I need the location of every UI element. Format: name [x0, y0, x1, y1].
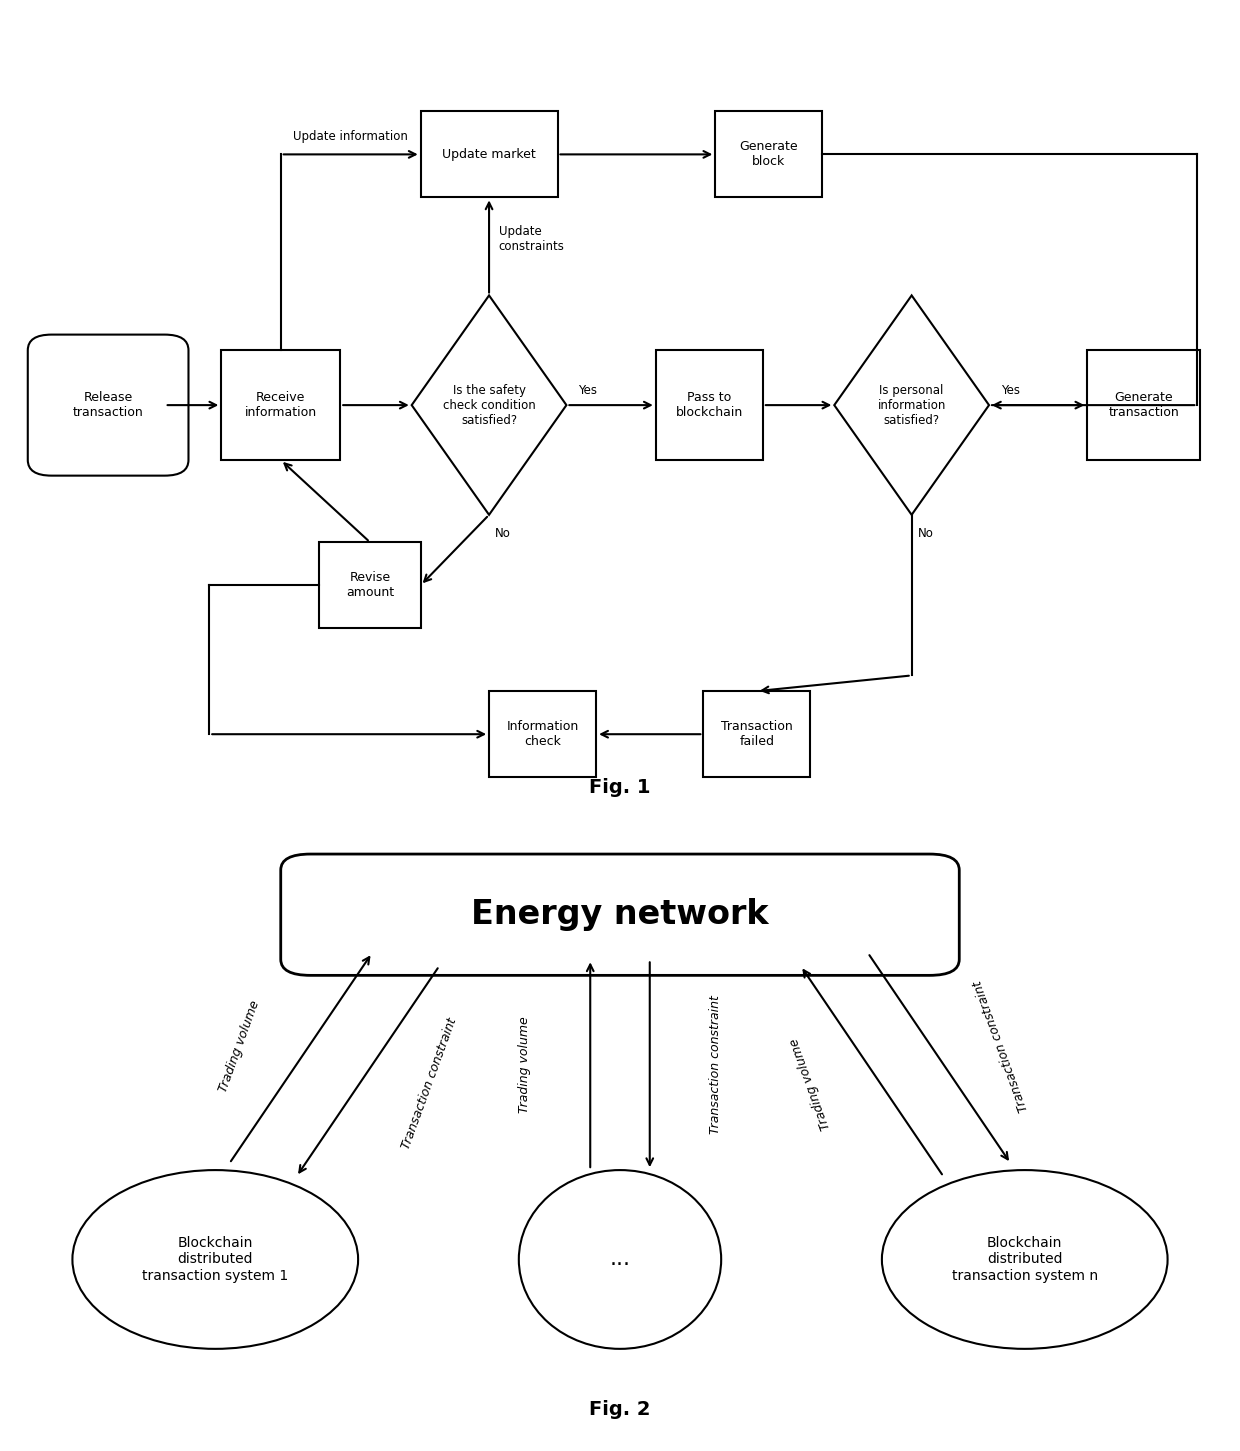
Text: Transaction constraint: Transaction constraint — [399, 1016, 459, 1151]
Text: Fig. 2: Fig. 2 — [589, 1400, 651, 1419]
Text: Energy network: Energy network — [471, 898, 769, 932]
Text: Release
transaction: Release transaction — [73, 392, 144, 419]
FancyBboxPatch shape — [320, 543, 420, 628]
Text: Yes: Yes — [1001, 385, 1021, 398]
Text: Trading volume: Trading volume — [217, 998, 262, 1094]
Ellipse shape — [72, 1170, 358, 1349]
Text: Is the safety
check condition
satisfied?: Is the safety check condition satisfied? — [443, 383, 536, 427]
Text: No: No — [495, 527, 511, 540]
Text: Generate
block: Generate block — [739, 141, 799, 168]
Text: Blockchain
distributed
transaction system 1: Blockchain distributed transaction syste… — [143, 1236, 289, 1283]
Text: Is personal
information
satisfied?: Is personal information satisfied? — [878, 383, 946, 427]
Text: Fig. 1: Fig. 1 — [589, 778, 651, 797]
FancyBboxPatch shape — [27, 335, 188, 476]
Text: No: No — [918, 527, 934, 540]
FancyBboxPatch shape — [656, 350, 763, 460]
Text: Transaction constraint: Transaction constraint — [971, 979, 1030, 1114]
Text: Receive
information: Receive information — [244, 392, 316, 419]
Text: Trading volume: Trading volume — [787, 1036, 833, 1130]
Text: Update market: Update market — [443, 148, 536, 161]
Text: Yes: Yes — [578, 385, 598, 398]
Text: ...: ... — [610, 1249, 630, 1270]
FancyBboxPatch shape — [1087, 350, 1200, 460]
Polygon shape — [412, 296, 567, 515]
Ellipse shape — [518, 1170, 722, 1349]
Text: Blockchain
distributed
transaction system n: Blockchain distributed transaction syste… — [951, 1236, 1097, 1283]
FancyBboxPatch shape — [489, 691, 596, 778]
FancyBboxPatch shape — [715, 112, 822, 197]
Text: Transaction
failed: Transaction failed — [720, 720, 792, 749]
FancyBboxPatch shape — [703, 691, 811, 778]
Text: Update
constraints: Update constraints — [498, 225, 564, 252]
FancyBboxPatch shape — [280, 855, 960, 975]
Text: Information
check: Information check — [506, 720, 579, 749]
Text: Transaction constraint: Transaction constraint — [709, 995, 722, 1135]
Text: Generate
transaction: Generate transaction — [1109, 392, 1179, 419]
Polygon shape — [835, 296, 990, 515]
FancyBboxPatch shape — [221, 350, 340, 460]
Ellipse shape — [882, 1170, 1168, 1349]
Text: Update information: Update information — [293, 129, 408, 142]
Text: Pass to
blockchain: Pass to blockchain — [676, 392, 743, 419]
Text: Trading volume: Trading volume — [518, 1016, 531, 1113]
Text: Revise
amount: Revise amount — [346, 572, 394, 599]
FancyBboxPatch shape — [420, 112, 558, 197]
